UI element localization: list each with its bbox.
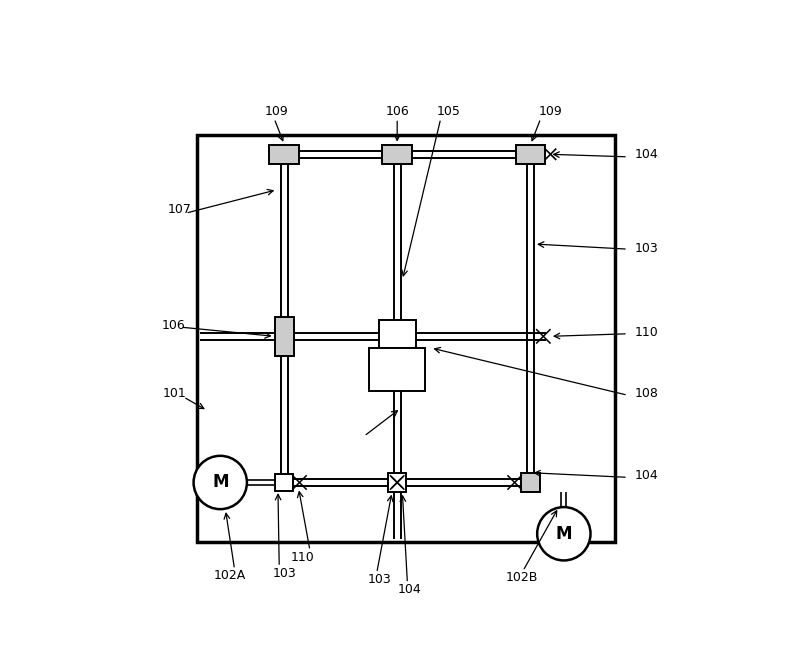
Bar [388,474,406,492]
Bar [369,348,426,392]
Bar [270,145,299,164]
Bar [274,317,294,356]
Text: 105: 105 [437,105,460,118]
Text: M: M [555,525,572,543]
Text: 102B: 102B [506,571,538,584]
Text: 110: 110 [290,551,314,564]
Text: 101: 101 [163,387,186,400]
Text: 104: 104 [634,148,658,161]
Text: 104: 104 [634,470,658,482]
Bar [275,474,294,492]
Text: 103: 103 [367,573,391,587]
Text: 103: 103 [634,242,658,254]
Text: 104: 104 [398,583,422,596]
Text: 108: 108 [634,387,658,400]
Text: 110: 110 [634,326,658,339]
Text: 102A: 102A [214,569,246,582]
Bar [378,320,416,348]
Text: 107: 107 [168,202,192,216]
Bar [382,145,412,164]
Bar [521,473,540,492]
Text: 106: 106 [386,105,409,118]
Text: 109: 109 [539,105,563,118]
Text: 103: 103 [273,567,296,580]
Circle shape [194,456,247,509]
Text: M: M [212,474,229,492]
Text: 106: 106 [162,318,185,332]
Bar [516,145,546,164]
Bar [197,135,615,543]
Text: 109: 109 [265,105,289,118]
Circle shape [537,507,590,560]
